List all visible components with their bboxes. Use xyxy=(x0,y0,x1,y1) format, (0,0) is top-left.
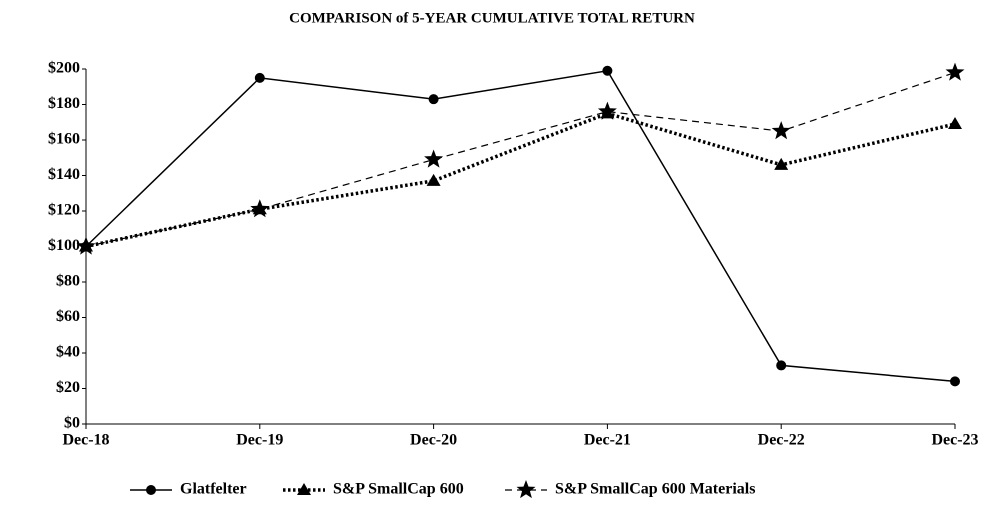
y-tick-label: $200 xyxy=(48,60,80,77)
marker xyxy=(254,72,265,83)
marker xyxy=(948,117,962,130)
marker xyxy=(426,173,441,186)
y-tick-label: $100 xyxy=(48,237,80,254)
marker xyxy=(76,236,96,255)
x-tick-label: Dec-21 xyxy=(584,432,631,449)
marker xyxy=(297,483,311,495)
legend-label: S&P SmallCap 600 xyxy=(333,481,464,498)
marker xyxy=(516,480,536,499)
y-tick-label: $60 xyxy=(56,308,80,325)
y-tick-label: $160 xyxy=(48,131,80,148)
y-tick-label: $80 xyxy=(56,273,80,290)
chart-title: COMPARISON of 5-YEAR CUMULATIVE TOTAL RE… xyxy=(289,10,695,26)
legend-label: S&P SmallCap 600 Materials xyxy=(555,481,755,498)
marker xyxy=(945,62,965,81)
marker xyxy=(776,360,787,371)
legend-label: Glatfelter xyxy=(180,481,247,498)
series-line xyxy=(85,111,956,249)
y-tick-label: $20 xyxy=(56,379,80,396)
marker xyxy=(250,199,270,218)
marker xyxy=(424,149,444,168)
x-tick-label: Dec-23 xyxy=(931,432,978,449)
series-line xyxy=(85,71,956,248)
marker xyxy=(950,376,960,387)
y-tick-label: $140 xyxy=(48,166,80,183)
marker xyxy=(602,65,613,76)
marker xyxy=(146,485,156,495)
marker xyxy=(771,121,791,140)
series-line xyxy=(85,69,956,383)
y-tick-label: $40 xyxy=(56,344,80,361)
x-tick-label: Dec-20 xyxy=(410,432,457,449)
y-tick-label: $180 xyxy=(48,95,80,112)
x-tick-label: Dec-19 xyxy=(236,432,283,449)
x-tick-label: Dec-22 xyxy=(758,432,805,449)
marker xyxy=(428,94,439,105)
y-tick-label: $120 xyxy=(48,202,80,219)
marker xyxy=(774,157,789,170)
marker xyxy=(597,101,617,120)
x-tick-label: Dec-18 xyxy=(62,432,109,449)
y-tick-label: $0 xyxy=(64,415,80,432)
